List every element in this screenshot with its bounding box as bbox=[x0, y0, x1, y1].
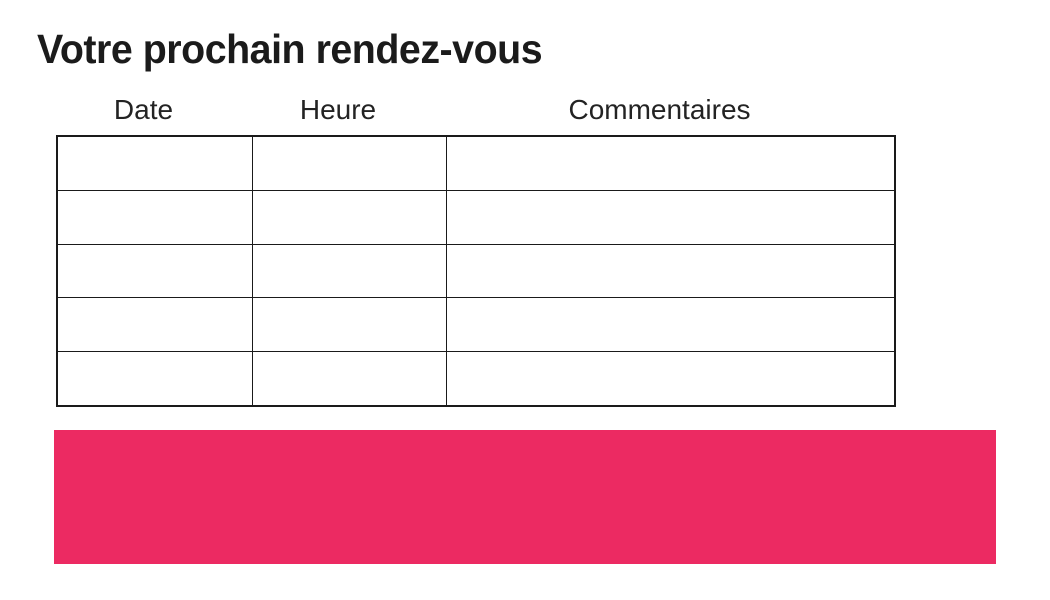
table-cell bbox=[56, 243, 253, 299]
table-cell bbox=[56, 297, 253, 353]
column-header-date: Date bbox=[113, 94, 174, 125]
table-cell bbox=[445, 297, 896, 353]
table-column-headers: Date Heure Commentaires bbox=[46, 93, 884, 127]
table-cell bbox=[56, 189, 253, 245]
page-title: Votre prochain rendez-vous bbox=[37, 26, 543, 72]
appointments-table bbox=[56, 135, 896, 407]
column-header-commentaires: Commentaires bbox=[568, 94, 751, 125]
table-cell bbox=[445, 351, 896, 407]
table-cell bbox=[445, 135, 896, 191]
table-cell bbox=[56, 135, 253, 191]
table-row bbox=[56, 351, 896, 407]
table-cell bbox=[251, 351, 447, 407]
table-row bbox=[56, 189, 896, 245]
table-row bbox=[56, 135, 896, 191]
table-cell bbox=[251, 297, 447, 353]
table-cell bbox=[251, 135, 447, 191]
table-cell bbox=[251, 243, 447, 299]
table-row bbox=[56, 243, 896, 299]
table-row bbox=[56, 297, 896, 353]
table-cell bbox=[445, 243, 896, 299]
table-cell bbox=[251, 189, 447, 245]
appointments-table-body bbox=[56, 135, 896, 407]
table-cell bbox=[56, 351, 253, 407]
column-header-heure: Heure bbox=[299, 94, 377, 125]
pink-banner bbox=[54, 430, 996, 564]
table-cell bbox=[445, 189, 896, 245]
